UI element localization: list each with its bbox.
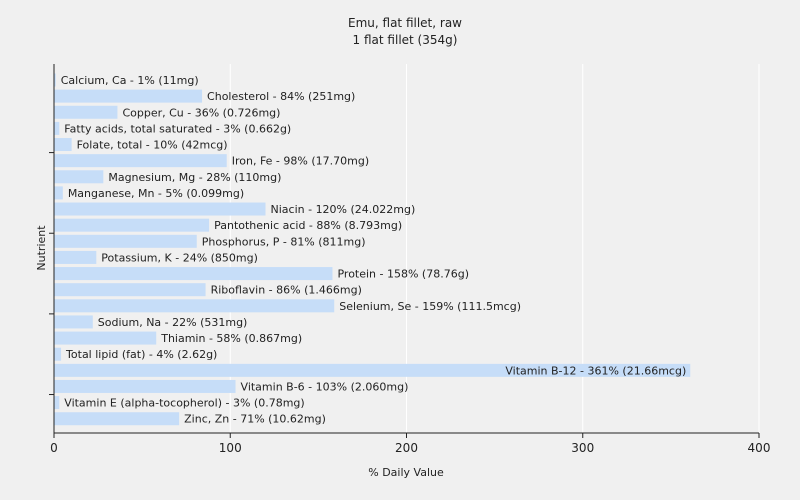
bar-label: Protein - 158% (78.76g): [337, 268, 469, 281]
bar: [54, 186, 63, 200]
bar: [54, 412, 180, 426]
bar-label: Iron, Fe - 98% (17.70mg): [232, 155, 369, 168]
x-tick-label: 0: [50, 441, 58, 455]
bar-label: Folate, total - 10% (42mcg): [77, 139, 228, 152]
chart-title: Emu, flat fillet, raw: [348, 16, 462, 30]
x-tick-label: 400: [748, 441, 771, 455]
bar-label: Vitamin B-12 - 361% (21.66mcg): [505, 364, 686, 377]
bar: [54, 234, 197, 248]
bar-label: Fatty acids, total saturated - 3% (0.662…: [64, 122, 291, 135]
y-axis-title: Nutrient: [35, 225, 48, 271]
bar-label: Phosphorus, P - 81% (811mg): [202, 235, 366, 248]
bar-label: Copper, Cu - 36% (0.726mg): [122, 106, 280, 119]
plot-area: Calcium, Ca - 1% (11mg) Cholesterol - 84%…: [49, 64, 770, 455]
bar: [54, 315, 93, 329]
bar: [54, 154, 227, 168]
bar-label: Magnesium, Mg - 28% (110mg): [108, 171, 281, 184]
bar: [54, 331, 157, 345]
x-axis-title: % Daily Value: [368, 466, 444, 479]
bar: [54, 138, 72, 152]
bar-label: Selenium, Se - 159% (111.5mcg): [339, 300, 521, 313]
bar-label: Sodium, Na - 22% (531mg): [98, 316, 248, 329]
bar: [54, 363, 691, 377]
x-tick-label: 100: [219, 441, 242, 455]
bar-label: Calcium, Ca - 1% (11mg): [61, 74, 199, 87]
bar: [54, 250, 97, 264]
bar-label: Pantothenic acid - 88% (8.793mg): [214, 219, 402, 232]
bar-label: Manganese, Mn - 5% (0.099mg): [68, 187, 244, 200]
bar: [54, 396, 60, 410]
bar: [54, 347, 62, 361]
bar-label: Cholesterol - 84% (251mg): [207, 90, 355, 103]
bar-label: Total lipid (fat) - 4% (2.62g): [65, 348, 217, 361]
bar: [54, 170, 104, 184]
bar-label: Thiamin - 58% (0.867mg): [160, 332, 302, 345]
bar: [54, 73, 56, 87]
bar-label: Vitamin B-6 - 103% (2.060mg): [241, 380, 409, 393]
bar: [54, 267, 333, 281]
bar: [54, 283, 206, 297]
bar: [54, 379, 236, 393]
x-tick-label: 300: [571, 441, 594, 455]
bar-label: Potassium, K - 24% (850mg): [101, 251, 258, 264]
bar: [54, 89, 203, 103]
bar: [54, 218, 210, 232]
bar: [54, 202, 266, 216]
bar-label: Vitamin E (alpha-tocopherol) - 3% (0.78m…: [64, 397, 304, 410]
bar-label: Zinc, Zn - 71% (10.62mg): [184, 413, 326, 426]
bar-label: Niacin - 120% (24.022mg): [271, 203, 416, 216]
chart-subtitle: 1 flat fillet (354g): [353, 33, 458, 47]
bar: [54, 105, 118, 119]
bar: [54, 121, 60, 135]
bar: [54, 299, 335, 313]
x-tick-label: 200: [395, 441, 418, 455]
bar-label: Riboflavin - 86% (1.466mg): [211, 284, 362, 297]
